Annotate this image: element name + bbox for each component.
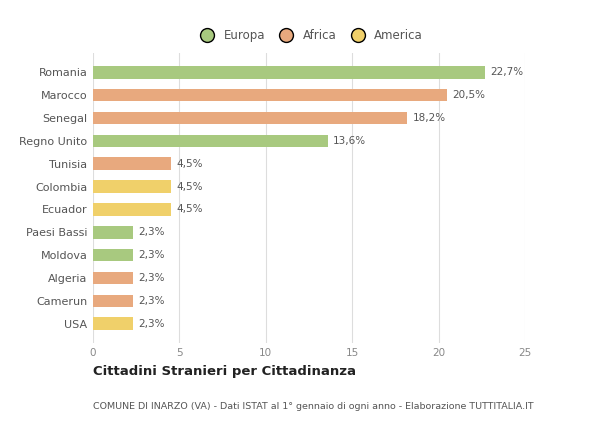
Text: 22,7%: 22,7% bbox=[490, 67, 524, 77]
Legend: Europa, Africa, America: Europa, Africa, America bbox=[191, 26, 427, 45]
Bar bbox=[93, 249, 133, 261]
Bar bbox=[93, 135, 328, 147]
Text: 2,3%: 2,3% bbox=[138, 273, 164, 283]
Bar bbox=[93, 226, 133, 238]
Text: COMUNE DI INARZO (VA) - Dati ISTAT al 1° gennaio di ogni anno - Elaborazione TUT: COMUNE DI INARZO (VA) - Dati ISTAT al 1°… bbox=[93, 403, 533, 411]
Text: 4,5%: 4,5% bbox=[176, 159, 202, 169]
Text: 2,3%: 2,3% bbox=[138, 250, 164, 260]
Bar bbox=[93, 272, 133, 284]
Bar bbox=[93, 66, 485, 79]
Text: 2,3%: 2,3% bbox=[138, 296, 164, 306]
Text: 2,3%: 2,3% bbox=[138, 227, 164, 237]
Bar bbox=[93, 158, 171, 170]
Text: 4,5%: 4,5% bbox=[176, 182, 202, 191]
Text: 4,5%: 4,5% bbox=[176, 205, 202, 214]
Text: 20,5%: 20,5% bbox=[452, 90, 485, 100]
Text: Cittadini Stranieri per Cittadinanza: Cittadini Stranieri per Cittadinanza bbox=[93, 365, 356, 378]
Bar bbox=[93, 317, 133, 330]
Bar bbox=[93, 89, 447, 102]
Bar bbox=[93, 203, 171, 216]
Text: 2,3%: 2,3% bbox=[138, 319, 164, 329]
Text: 13,6%: 13,6% bbox=[333, 136, 367, 146]
Bar bbox=[93, 294, 133, 307]
Bar bbox=[93, 180, 171, 193]
Bar bbox=[93, 112, 407, 124]
Text: 18,2%: 18,2% bbox=[413, 113, 446, 123]
